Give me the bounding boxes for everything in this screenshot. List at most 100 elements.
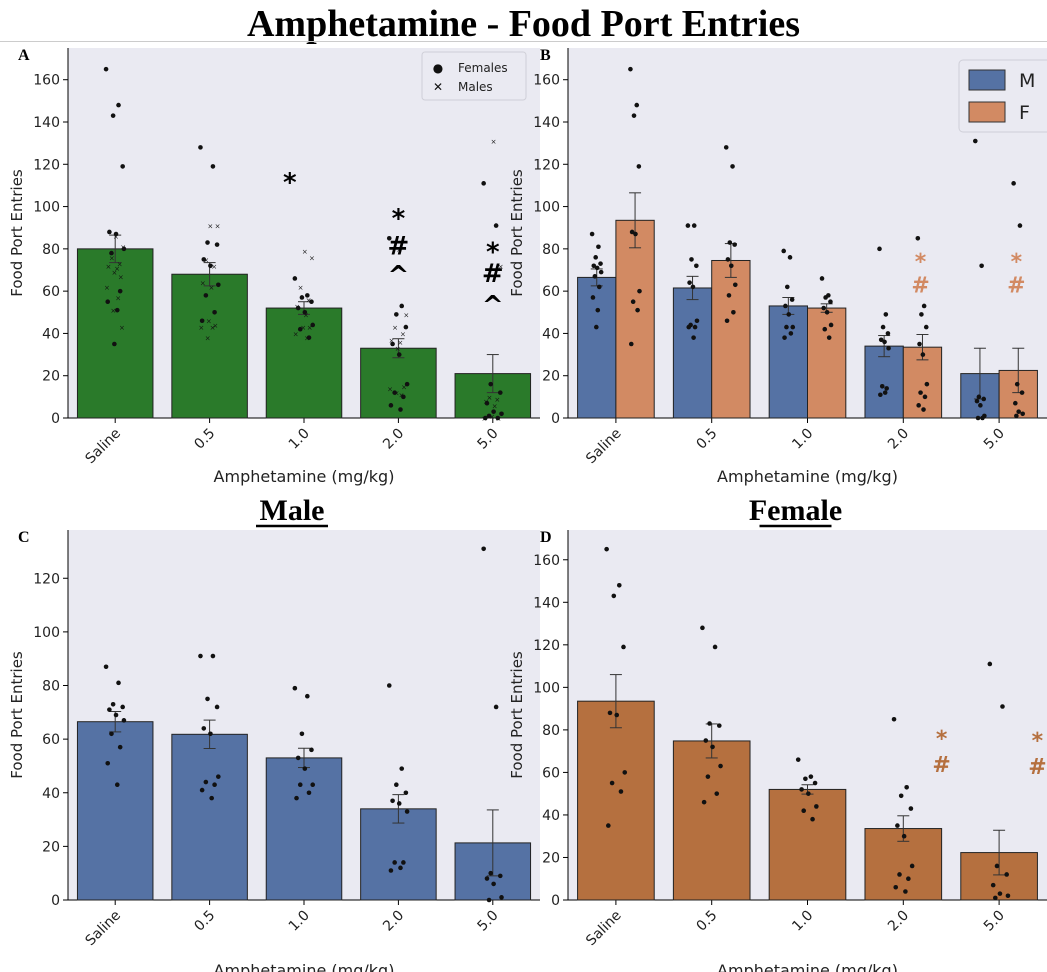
category-data-point (103, 664, 109, 670)
series-m-bar (672, 287, 713, 419)
series-m-bar (768, 305, 808, 419)
y-tick-label: 40 (42, 786, 60, 802)
category-bar (265, 757, 343, 901)
category-data-point (396, 801, 402, 806)
x-tick-label: 5.0 (981, 426, 1008, 453)
x-tick-label: 1.0 (789, 426, 816, 453)
x-tick-label: 0.5 (191, 426, 218, 453)
category-data-point (814, 804, 819, 809)
series-f-data-point (631, 113, 637, 118)
category-data-point (116, 680, 121, 686)
category-data-point (621, 644, 626, 650)
x-tick-label: 5.0 (981, 908, 1008, 935)
series-m-data-point (883, 312, 889, 317)
y-tick-label: 120 (33, 157, 60, 173)
series-m-data-point (592, 274, 598, 279)
series-f-bar (615, 219, 655, 419)
category-data-point (607, 710, 613, 716)
series-f-data-point (828, 322, 834, 328)
category-data-point (891, 716, 897, 722)
category-data-point (906, 876, 911, 882)
male-data-point: × (298, 284, 304, 292)
y-tick-label: 40 (542, 326, 560, 342)
series-f-data-point (1014, 413, 1019, 419)
category-data-point (403, 790, 409, 796)
series-m-data-point (687, 280, 692, 285)
series-f-data-point (917, 341, 922, 347)
female-data-point (396, 352, 402, 357)
series-m-data-point (884, 386, 889, 391)
y-tick-label: 0 (551, 893, 560, 909)
female-data-point (198, 145, 203, 150)
series-f-data-point (628, 66, 633, 72)
category-data-point (302, 766, 308, 771)
series-f-data-point (727, 240, 733, 245)
female-data-point (305, 293, 310, 298)
category-data-point (295, 755, 301, 761)
category-data-point (799, 787, 804, 792)
category-data-point (703, 738, 709, 743)
male-data-point: × (119, 324, 125, 332)
significance-marker: # (932, 753, 950, 778)
series-m-data-point (878, 337, 884, 343)
category-data-point (903, 889, 908, 894)
x-tick-label: 5.0 (475, 426, 502, 453)
female-data-point (495, 415, 501, 421)
series-m-data-point (784, 324, 789, 330)
title-divider (0, 41, 1047, 42)
female-data-point (110, 113, 116, 118)
category-data-point (491, 881, 496, 887)
category-bar (768, 788, 847, 901)
series-m-data-point (686, 324, 692, 330)
series-m-data-point (694, 318, 700, 324)
chart-title: Male (260, 494, 325, 527)
category-data-point (1004, 872, 1009, 877)
category-data-point (712, 644, 718, 650)
male-data-point: × (489, 413, 495, 421)
category-data-point (306, 790, 312, 796)
x-tick-label: 1.0 (286, 908, 313, 935)
category-data-point (216, 774, 221, 779)
y-axis-label: Food Port Entries (508, 169, 526, 297)
category-data-point (987, 661, 993, 667)
male-data-point: × (105, 263, 111, 271)
x-axis-label: Amphetamine (mg/kg) (214, 961, 395, 972)
series-f-data-point (921, 303, 927, 309)
series-m-data-point (877, 246, 882, 252)
y-tick-label: 100 (533, 680, 560, 696)
y-tick-label: 100 (33, 625, 60, 641)
female-data-point (105, 299, 111, 305)
x-tick-label: Saline (82, 908, 124, 950)
legend-label: Females (458, 61, 508, 75)
series-f-data-point (633, 231, 638, 237)
category-data-point (214, 704, 220, 710)
series-m-data-point (689, 257, 694, 262)
series-f-data-point (728, 263, 734, 269)
male-data-point: × (294, 303, 300, 311)
female-data-point (484, 400, 490, 406)
male-data-point: × (403, 311, 409, 319)
category-bar (577, 700, 655, 901)
series-m-data-point (594, 324, 599, 330)
significance-marker: * (936, 727, 948, 752)
category-data-point (990, 882, 996, 888)
series-m-data-point (790, 324, 796, 330)
y-tick-label: 80 (42, 679, 60, 695)
series-m-data-point (598, 269, 604, 275)
male-data-point: × (392, 324, 398, 332)
male-data-point: × (400, 330, 406, 338)
category-data-point (609, 780, 615, 786)
series-m-data-point (975, 415, 981, 421)
legend-swatch (968, 69, 1006, 91)
male-data-point: × (492, 402, 498, 410)
male-data-point: × (395, 345, 401, 353)
female-data-point (203, 293, 209, 298)
y-tick-label: 140 (533, 115, 560, 131)
series-f-data-point (635, 307, 640, 313)
y-tick-label: 160 (533, 553, 560, 569)
male-data-point: × (498, 263, 504, 271)
female-data-point (386, 235, 392, 241)
chart-panel-c: 0 20 40 60 80 100 120 Food Port Entries Saline 0.… (8, 494, 540, 972)
male-data-point: × (307, 324, 313, 332)
series-f-data-point (630, 299, 636, 305)
